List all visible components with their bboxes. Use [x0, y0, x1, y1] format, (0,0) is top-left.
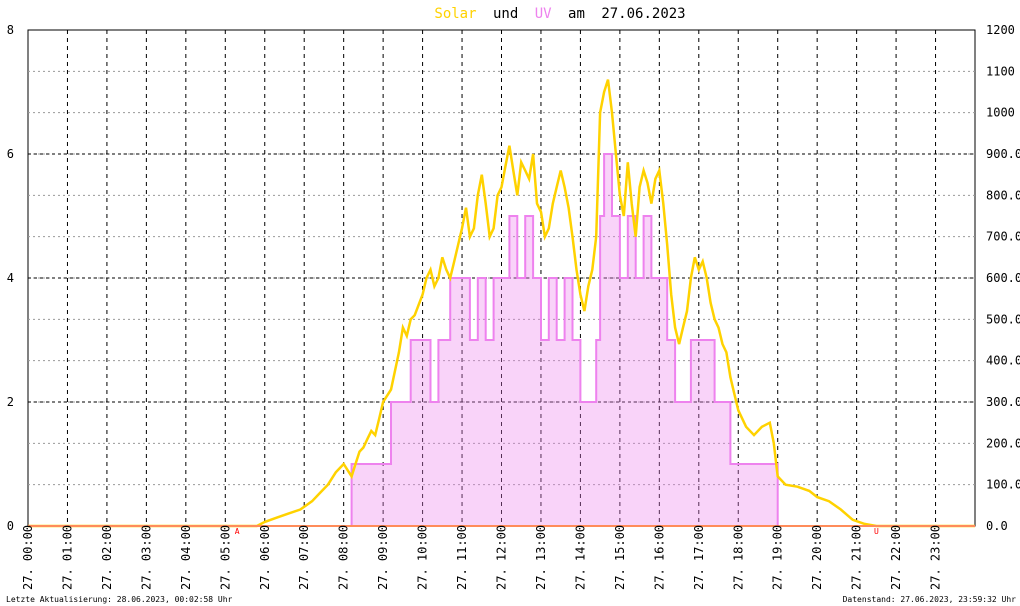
sunset-marker: U — [874, 527, 879, 536]
y-right-tick-label: 1100 — [986, 64, 1015, 78]
x-tick-label: 27. 20:00 — [810, 525, 824, 590]
y-right-tick-label: 400.0 — [986, 354, 1020, 368]
axis-layer: 0 2 4 6 8 0.0 100.0 200.0 300.0 400.0 500.0 600.0 70… — [7, 23, 1020, 590]
solar-line — [28, 79, 975, 528]
y-right-tick-label: 300.0 — [986, 395, 1020, 409]
y-right-tick-label: 500.0 — [986, 312, 1020, 326]
x-tick-label: 27. 01:00 — [60, 525, 74, 590]
title-und: und — [493, 6, 518, 22]
footer-last-update: Letzte Aktualisierung: 28.06.2023, 00:02… — [6, 595, 233, 604]
x-tick-label: 27. 11:00 — [455, 525, 469, 590]
title-am: am — [568, 6, 585, 22]
y-right-tick-label: 100.0 — [986, 478, 1020, 492]
x-tick-label: 27. 15:00 — [613, 525, 627, 590]
y-right-tick-label: 900.0 — [986, 147, 1020, 161]
y-right-tick-label: 200.0 — [986, 436, 1020, 450]
x-tick-label: 27. 12:00 — [495, 525, 509, 590]
y-right-tick-label: 600.0 — [986, 271, 1020, 285]
y-right-tick-label: 1200 — [986, 23, 1015, 37]
y-left-tick-label: 8 — [7, 23, 14, 37]
y-left-tick-label: 6 — [7, 147, 14, 161]
footer-data-state: Datenstand: 27.06.2023, 23:59:32 Uhr — [843, 595, 1017, 604]
x-tick-label: 27. 18:00 — [731, 525, 745, 590]
x-tick-label: 27. 13:00 — [534, 525, 548, 590]
x-tick-label: 27. 17:00 — [692, 525, 706, 590]
title-uv: UV — [535, 6, 552, 22]
y-right-tick-label: 1000 — [986, 106, 1015, 120]
x-tick-label: 27. 05:00 — [218, 525, 232, 590]
sunrise-marker: A — [235, 527, 240, 536]
x-tick-label: 27. 04:00 — [179, 525, 193, 590]
x-tick-label: 27. 08:00 — [337, 525, 351, 590]
uv-line — [28, 153, 975, 527]
chart-title: Solar und UV am 27.06.2023 — [434, 6, 685, 22]
x-tick-label: 27. 00:00 — [21, 525, 35, 590]
x-tick-label: 27. 03:00 — [139, 525, 153, 590]
y-left-tick-label: 0 — [7, 519, 14, 533]
x-tick-label: 27. 09:00 — [376, 525, 390, 590]
title-solar: Solar — [434, 6, 476, 22]
x-tick-label: 27. 14:00 — [573, 525, 587, 590]
y-right-tick-label: 0.0 — [986, 519, 1008, 533]
x-tick-label: 27. 07:00 — [297, 525, 311, 590]
x-tick-label: 27. 02:00 — [100, 525, 114, 590]
y-left-tick-label: 4 — [7, 271, 14, 285]
title-date: 27.06.2023 — [601, 6, 685, 22]
x-tick-label: 27. 16:00 — [652, 525, 666, 590]
uv-series — [28, 153, 975, 527]
x-tick-label: 27. 23:00 — [929, 525, 943, 590]
y-right-tick-label: 700.0 — [986, 230, 1020, 244]
uv-area — [28, 154, 975, 526]
y-right-tick-label: 800.0 — [986, 188, 1020, 202]
x-tick-label: 27. 10:00 — [416, 525, 430, 590]
x-tick-label: 27. 06:00 — [258, 525, 272, 590]
solar-series — [28, 79, 975, 528]
x-tick-label: 27. 22:00 — [889, 525, 903, 590]
x-tick-label: 27. 21:00 — [850, 525, 864, 590]
y-left-tick-label: 2 — [7, 395, 14, 409]
series-layer — [28, 79, 975, 528]
x-tick-label: 27. 19:00 — [771, 525, 785, 590]
